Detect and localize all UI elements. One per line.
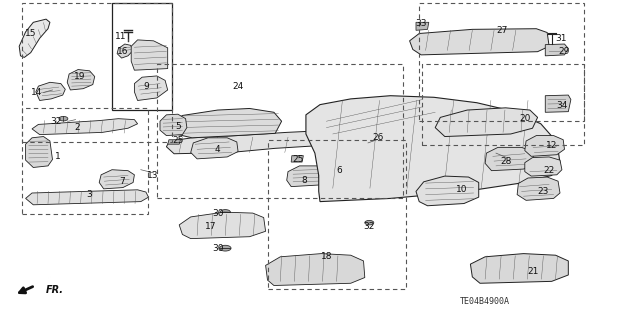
Text: 30: 30	[212, 244, 223, 253]
Text: 34: 34	[556, 101, 568, 110]
Text: 27: 27	[497, 26, 508, 35]
Text: 1: 1	[55, 152, 60, 161]
Text: 21: 21	[527, 267, 539, 276]
Text: 4: 4	[215, 145, 220, 154]
Circle shape	[220, 210, 230, 215]
Polygon shape	[485, 147, 534, 171]
Polygon shape	[545, 44, 568, 56]
Polygon shape	[266, 254, 365, 286]
Polygon shape	[314, 107, 397, 130]
Bar	[22, 3, 172, 142]
Polygon shape	[339, 131, 415, 163]
Text: 31: 31	[555, 34, 566, 43]
Text: 24: 24	[232, 82, 244, 91]
Text: 13: 13	[147, 171, 158, 180]
Polygon shape	[416, 176, 479, 206]
Polygon shape	[160, 114, 187, 136]
Text: 19: 19	[74, 72, 86, 81]
Text: 30: 30	[212, 209, 223, 218]
Bar	[22, 108, 148, 214]
Text: 7: 7	[119, 177, 124, 186]
Polygon shape	[517, 177, 560, 200]
Text: 12: 12	[546, 141, 557, 150]
Polygon shape	[191, 138, 238, 159]
Text: 5: 5	[175, 122, 180, 130]
Text: 29: 29	[559, 47, 570, 56]
Bar	[268, 140, 406, 289]
Polygon shape	[117, 44, 133, 58]
Polygon shape	[168, 140, 180, 144]
Circle shape	[220, 245, 231, 251]
Circle shape	[365, 220, 374, 225]
Polygon shape	[545, 95, 571, 112]
Text: 11: 11	[115, 32, 126, 41]
Text: 22: 22	[543, 166, 555, 175]
Text: FR.: FR.	[46, 285, 64, 295]
Polygon shape	[32, 119, 138, 135]
Polygon shape	[291, 156, 303, 162]
Text: 10: 10	[456, 185, 468, 194]
Bar	[157, 64, 403, 198]
Text: 3: 3	[87, 190, 92, 199]
Text: 20: 20	[519, 114, 531, 122]
Polygon shape	[134, 76, 168, 100]
Text: 14: 14	[31, 88, 43, 97]
Polygon shape	[19, 19, 50, 57]
Text: TE04B4900A: TE04B4900A	[460, 297, 509, 306]
Polygon shape	[525, 136, 564, 156]
Text: 15: 15	[25, 29, 36, 38]
Bar	[419, 3, 584, 121]
Polygon shape	[131, 40, 168, 70]
Polygon shape	[319, 163, 360, 183]
Polygon shape	[435, 108, 538, 137]
Polygon shape	[306, 96, 560, 202]
Text: 33: 33	[415, 19, 427, 28]
Text: 2: 2	[74, 123, 79, 132]
Circle shape	[59, 116, 68, 121]
Text: 25: 25	[292, 155, 303, 164]
Polygon shape	[36, 82, 65, 100]
Polygon shape	[179, 212, 266, 239]
Polygon shape	[410, 29, 549, 55]
Polygon shape	[166, 128, 394, 154]
Text: 9: 9	[143, 82, 148, 91]
Polygon shape	[99, 170, 134, 189]
Polygon shape	[26, 137, 52, 167]
Polygon shape	[416, 22, 429, 30]
Polygon shape	[173, 108, 282, 138]
Text: 23: 23	[537, 187, 548, 196]
Text: 6: 6	[337, 166, 342, 175]
Text: 17: 17	[205, 222, 217, 231]
Text: 8: 8	[302, 176, 307, 185]
Text: 18: 18	[321, 252, 332, 261]
Text: 32: 32	[364, 222, 375, 231]
Text: 26: 26	[372, 133, 383, 142]
Polygon shape	[470, 254, 568, 283]
Text: 25: 25	[172, 136, 184, 145]
Text: 28: 28	[500, 157, 511, 166]
Text: 16: 16	[117, 47, 129, 56]
Polygon shape	[287, 166, 330, 187]
Polygon shape	[26, 190, 148, 205]
Polygon shape	[525, 157, 562, 176]
Polygon shape	[67, 70, 95, 90]
Text: 32: 32	[50, 117, 61, 126]
Bar	[422, 64, 584, 145]
